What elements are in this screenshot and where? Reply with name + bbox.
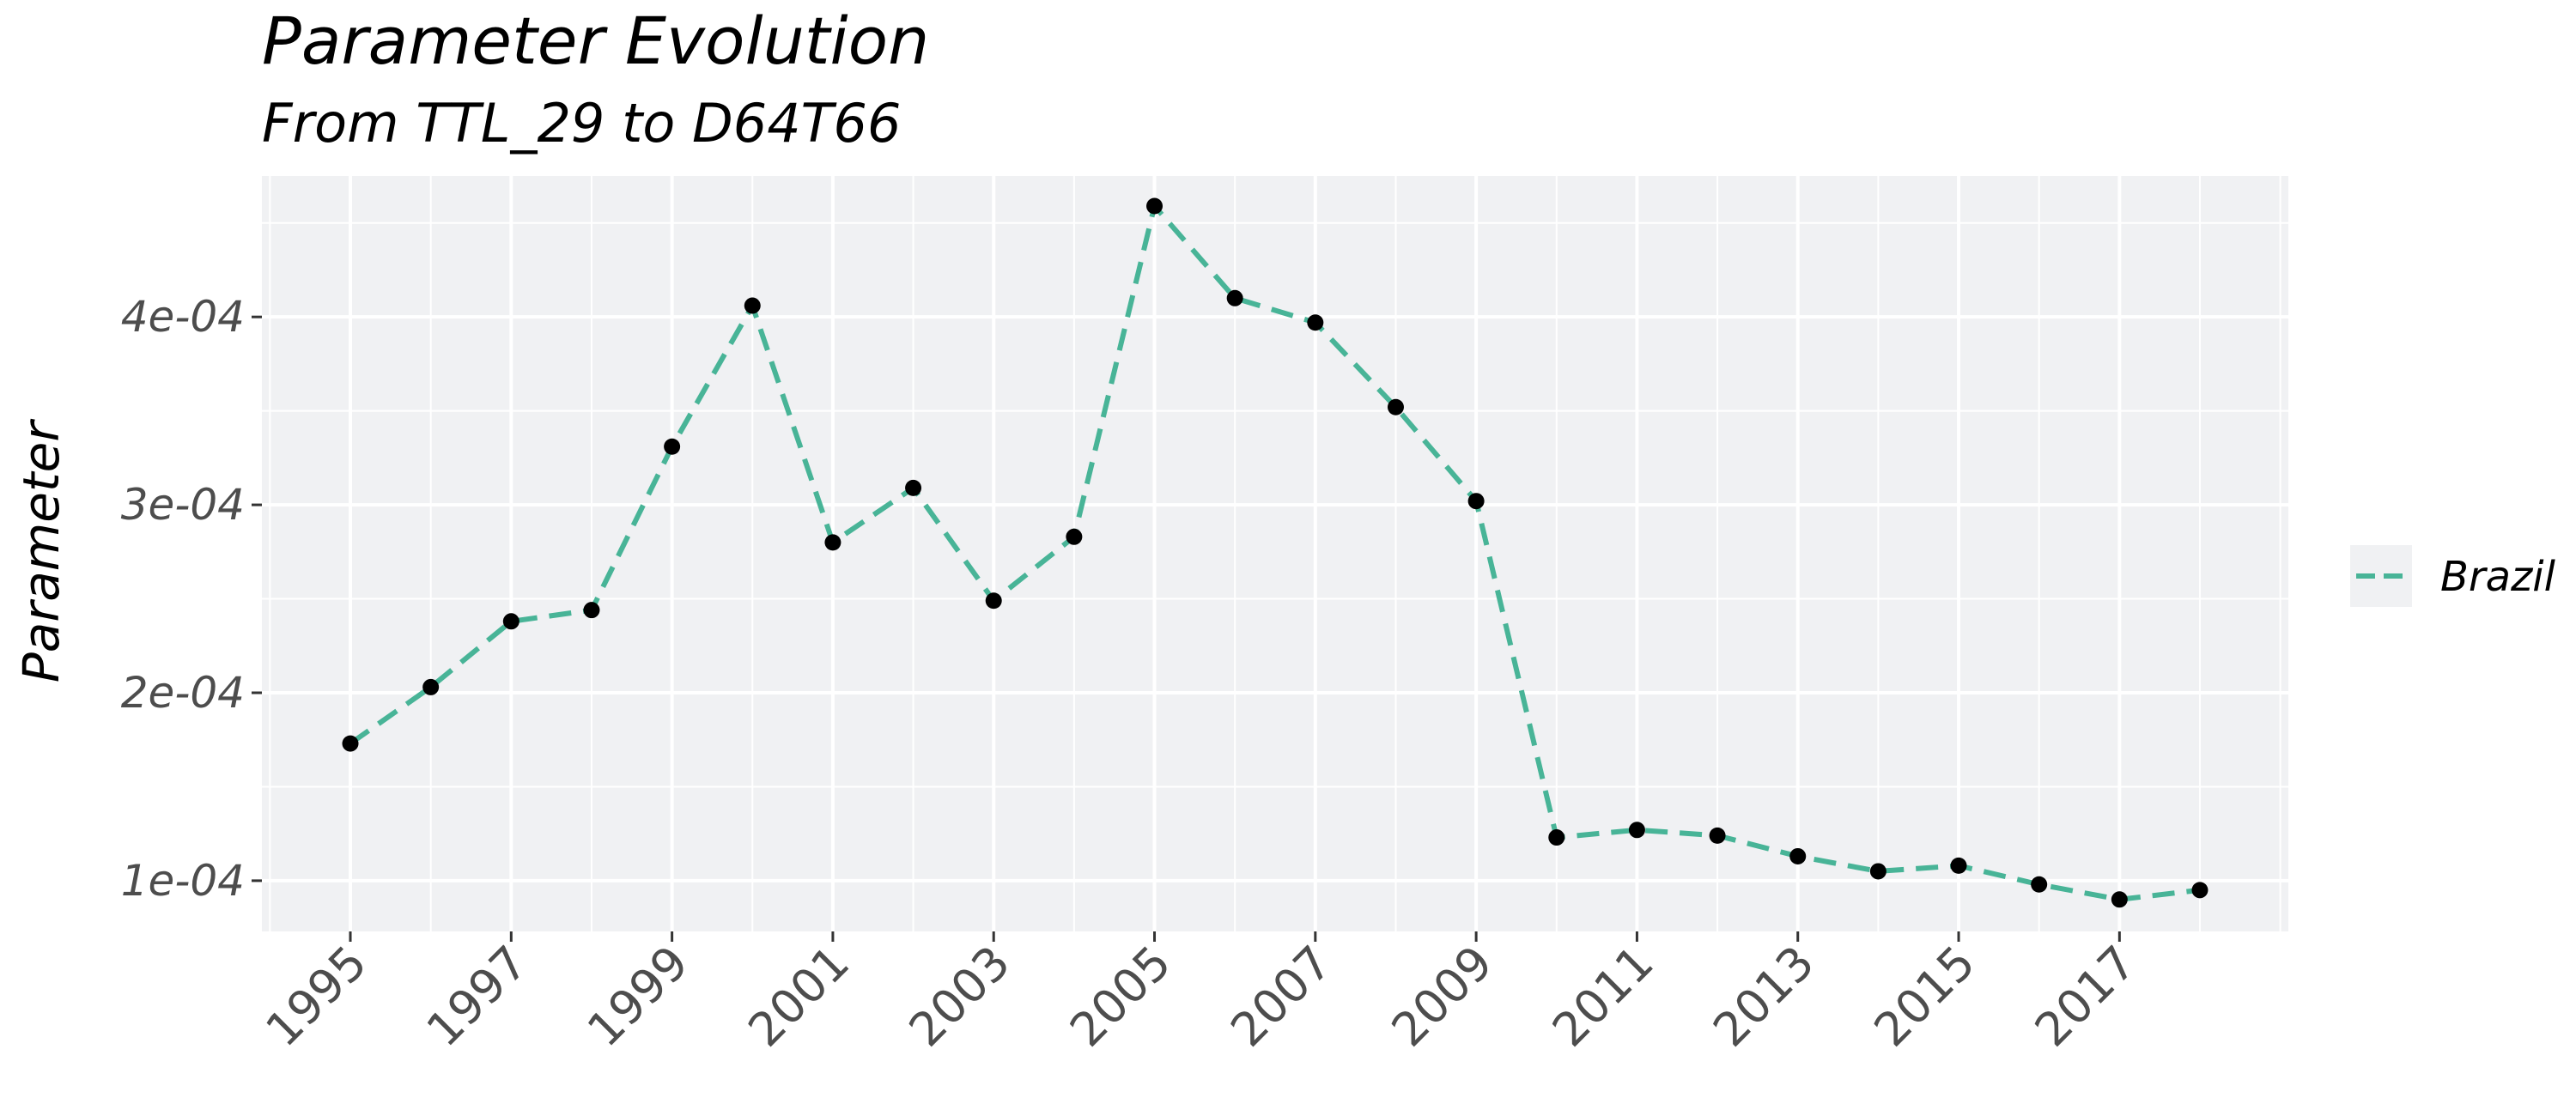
y-tick-label: 1e-04 xyxy=(121,856,245,906)
data-point xyxy=(1307,314,1324,331)
data-point xyxy=(342,735,359,752)
x-tick-label: 2009 xyxy=(1382,936,1504,1058)
data-point xyxy=(664,438,681,455)
x-tick-label: 2015 xyxy=(1863,936,1985,1058)
data-point xyxy=(905,479,922,496)
data-point xyxy=(1066,528,1083,545)
data-point xyxy=(985,592,1002,610)
x-tick-label: 2001 xyxy=(738,936,860,1058)
data-point xyxy=(1548,829,1565,846)
data-point xyxy=(744,297,761,314)
data-point xyxy=(1226,289,1243,306)
x-axis-ticks: 1995 1997 1999 2001 2003 2005 2007 2009 2011 2013… xyxy=(255,931,2147,1058)
data-point xyxy=(1789,847,1807,864)
data-point xyxy=(1387,398,1404,415)
chart-title: Parameter Evolution xyxy=(262,3,929,79)
data-point xyxy=(1950,857,1967,874)
data-point xyxy=(2111,891,2128,908)
series-points xyxy=(342,197,2208,908)
x-tick-label: 2011 xyxy=(1542,936,1664,1058)
x-tick-label: 2013 xyxy=(1703,936,1825,1058)
chart-subtitle: From TTL_29 to D64T66 xyxy=(262,92,901,155)
x-tick-label: 1995 xyxy=(255,936,377,1058)
data-point xyxy=(583,602,600,619)
legend-label-brazil: Brazil xyxy=(2440,553,2556,601)
data-point xyxy=(1146,197,1163,215)
data-point xyxy=(1467,493,1485,510)
x-tick-label: 2017 xyxy=(2025,936,2147,1058)
y-axis-ticks: 1e-04 2e-04 3e-04 4e-04 xyxy=(121,292,262,906)
plot-panel xyxy=(262,176,2288,931)
x-tick-label: 1999 xyxy=(577,936,699,1058)
y-tick-label: 2e-04 xyxy=(121,668,245,718)
x-tick-label: 1997 xyxy=(416,936,538,1058)
y-tick-label: 3e-04 xyxy=(121,480,245,530)
data-point xyxy=(422,678,440,695)
data-point xyxy=(1869,863,1886,880)
x-tick-label: 2005 xyxy=(1060,936,1182,1058)
x-tick-label: 2007 xyxy=(1220,936,1342,1058)
data-point xyxy=(1628,822,1645,839)
grid-major xyxy=(262,176,2288,931)
data-point xyxy=(502,613,519,630)
data-point xyxy=(2191,882,2208,899)
data-point xyxy=(2031,876,2048,893)
data-point xyxy=(1709,827,1726,844)
series-line-brazil xyxy=(349,200,2201,902)
x-tick-label: 2003 xyxy=(899,936,1021,1058)
y-tick-label: 4e-04 xyxy=(121,292,245,342)
data-point xyxy=(824,534,841,551)
y-axis-label: Parameter xyxy=(12,419,70,683)
legend: Brazil xyxy=(2350,545,2556,607)
